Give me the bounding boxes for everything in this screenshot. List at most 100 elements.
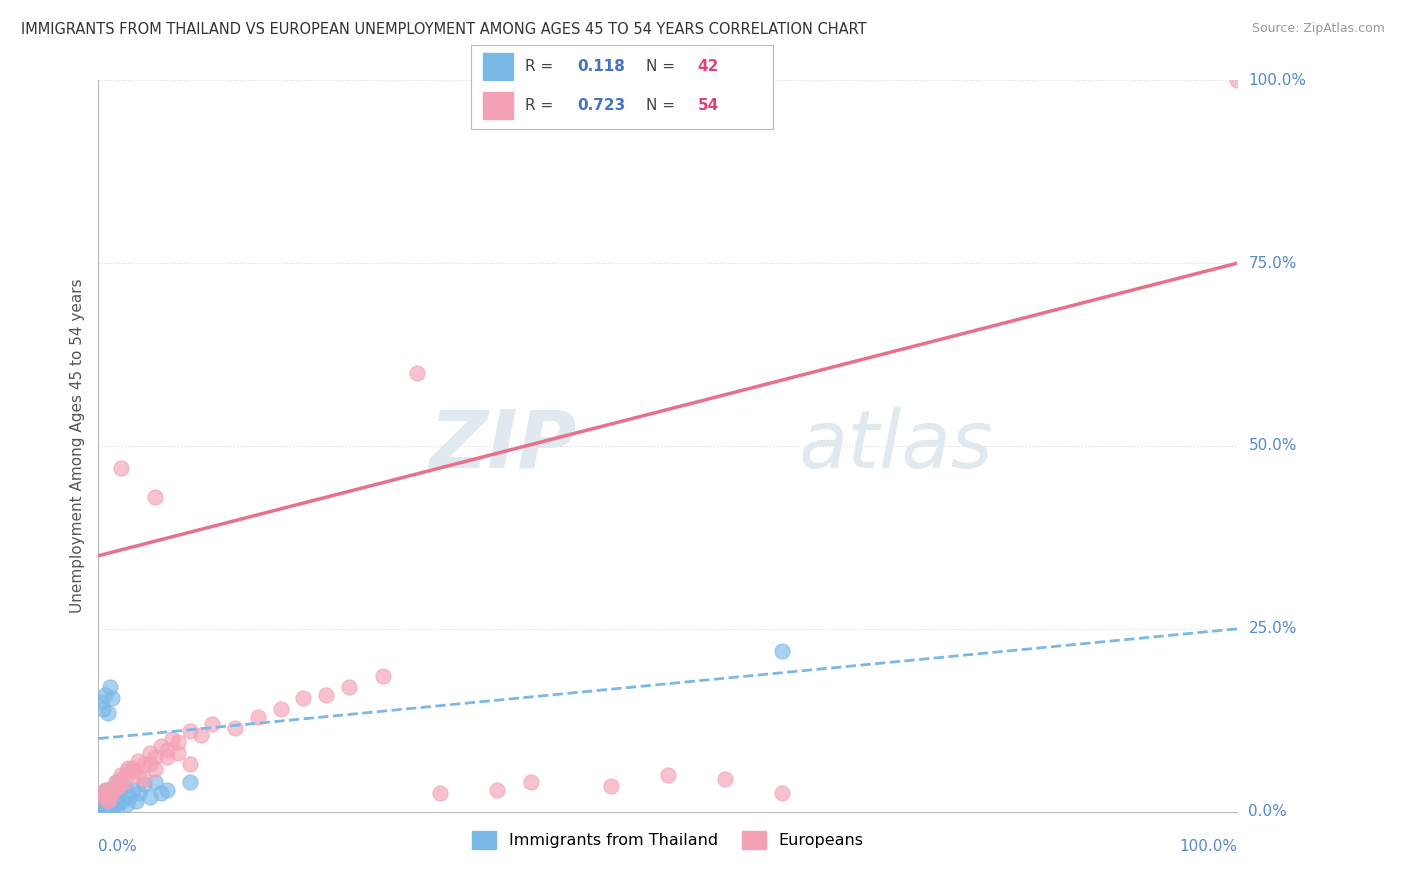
Point (150, 787, 173, 801)
Point (117, 761, 139, 775)
Point (429, 787, 451, 801)
Point (156, 782, 179, 797)
Point (110, 772, 132, 786)
Point (100, 801, 122, 815)
Point (520, 775, 543, 789)
Text: 0.0%: 0.0% (98, 839, 138, 855)
Text: 54: 54 (697, 98, 718, 113)
Point (138, 790, 160, 805)
Point (128, 787, 150, 801)
Point (96, 802, 118, 816)
Point (110, 768, 132, 782)
Point (93, 794, 115, 808)
Point (114, 779, 136, 793)
Point (90, 798, 112, 813)
Text: 50.0%: 50.0% (1249, 439, 1296, 453)
Bar (484, 92, 513, 120)
Point (179, 724, 201, 739)
Point (93, 803, 115, 817)
Point (714, 772, 737, 786)
Text: R =: R = (526, 98, 558, 113)
Point (132, 777, 155, 791)
Text: N =: N = (647, 98, 681, 113)
Point (94, 688, 117, 702)
Point (270, 702, 292, 716)
Point (90, 803, 112, 817)
Point (96, 782, 118, 797)
Text: 25.0%: 25.0% (1249, 622, 1296, 636)
Point (657, 768, 679, 782)
Point (98, 782, 121, 797)
Point (132, 757, 155, 772)
Point (104, 775, 127, 789)
Text: 42: 42 (697, 59, 718, 74)
Point (315, 688, 337, 702)
Point (101, 787, 124, 801)
Point (115, 797, 138, 812)
Point (94, 782, 117, 797)
Point (770, 644, 793, 658)
Point (179, 775, 201, 789)
Point (292, 691, 315, 706)
Point (96, 804, 118, 818)
Point (108, 779, 131, 793)
Text: 100.0%: 100.0% (1180, 839, 1237, 855)
Text: Source: ZipAtlas.com: Source: ZipAtlas.com (1251, 22, 1385, 36)
Point (201, 717, 224, 731)
Text: N =: N = (647, 59, 681, 74)
Point (337, 681, 360, 695)
Point (105, 779, 128, 793)
Point (90, 787, 112, 801)
Point (145, 762, 167, 776)
Point (103, 798, 125, 813)
Point (145, 490, 167, 504)
Point (770, 787, 793, 801)
Point (127, 768, 149, 782)
Point (118, 790, 141, 805)
Point (103, 784, 125, 798)
Point (97, 797, 120, 812)
Point (156, 749, 179, 764)
Point (98, 803, 121, 817)
Point (94, 800, 117, 814)
Point (167, 746, 190, 760)
Point (1226, 73, 1249, 87)
Point (108, 784, 131, 798)
Point (100, 787, 122, 801)
Text: 0.118: 0.118 (576, 59, 624, 74)
Y-axis label: Unemployment Among Ages 45 to 54 years: Unemployment Among Ages 45 to 54 years (69, 278, 84, 614)
Point (91, 801, 114, 815)
Point (145, 775, 167, 789)
Point (138, 746, 160, 760)
Point (98, 681, 121, 695)
Text: ZIP: ZIP (429, 407, 576, 485)
Point (114, 775, 136, 789)
Text: atlas: atlas (799, 407, 993, 485)
Point (104, 803, 127, 817)
Point (104, 775, 127, 789)
Point (101, 803, 124, 817)
Point (190, 728, 212, 742)
Point (371, 669, 394, 683)
Bar (484, 54, 513, 80)
Point (145, 749, 167, 764)
Point (138, 757, 160, 772)
Point (121, 764, 143, 779)
Point (121, 761, 143, 775)
Point (132, 772, 155, 786)
Point (89, 801, 111, 815)
Text: 0.723: 0.723 (576, 98, 626, 113)
Point (115, 764, 138, 779)
Point (246, 709, 269, 723)
Point (150, 739, 173, 753)
Point (107, 796, 129, 810)
Point (96, 706, 118, 720)
Point (121, 782, 143, 797)
Point (127, 754, 149, 768)
Point (406, 366, 429, 380)
Point (486, 782, 509, 797)
Point (224, 721, 246, 735)
Text: IMMIGRANTS FROM THAILAND VS EUROPEAN UNEMPLOYMENT AMONG AGES 45 TO 54 YEARS CORR: IMMIGRANTS FROM THAILAND VS EUROPEAN UNE… (21, 22, 866, 37)
Point (167, 735, 190, 749)
Point (125, 794, 148, 808)
